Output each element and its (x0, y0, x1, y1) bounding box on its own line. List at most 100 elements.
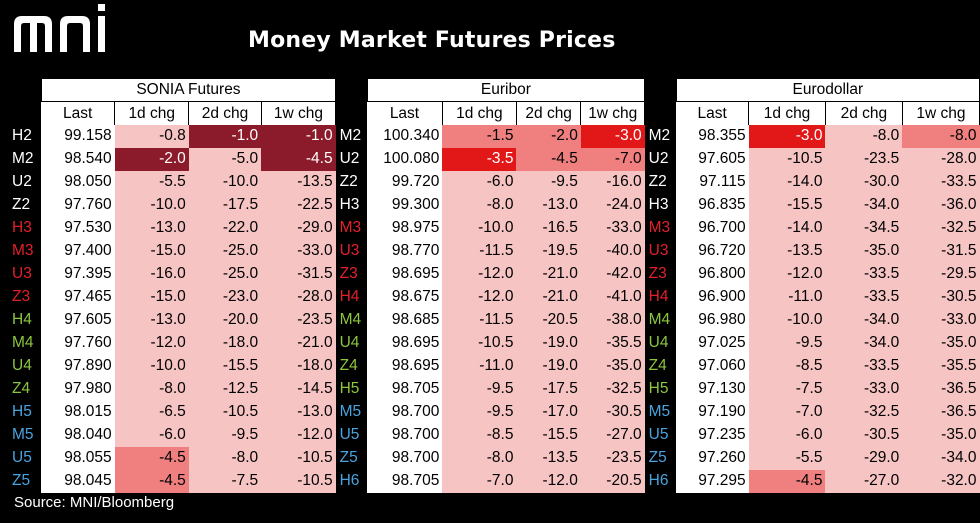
contract-label-eurodollar: U4 (648, 334, 669, 352)
change-cell-eurodollar: -12.0 (748, 262, 826, 286)
change-cell-eurodollar: -29.0 (825, 446, 903, 470)
column-header-euribor-2: 2d chg (516, 101, 582, 125)
change-cell-eurodollar: -33.5 (825, 354, 903, 378)
change-cell-eurodollar: -34.5 (825, 216, 903, 240)
last-price-sonia: 97.890 (41, 354, 115, 378)
change-cell-eurodollar: -35.0 (902, 423, 980, 447)
last-price-sonia: 98.015 (41, 400, 115, 424)
change-cell-eurodollar: -4.5 (748, 469, 826, 493)
header-spacer (644, 101, 677, 125)
change-cell-euribor: -17.5 (516, 377, 581, 401)
change-cell-euribor: -12.0 (516, 469, 581, 493)
change-cell-sonia: -5.0 (188, 147, 262, 171)
change-cell-eurodollar: -34.0 (902, 446, 980, 470)
change-cell-sonia: -5.5 (114, 170, 189, 194)
change-cell-euribor: -3.0 (580, 124, 645, 148)
change-cell-euribor: -7.0 (442, 469, 517, 493)
last-price-eurodollar: 96.720 (676, 239, 749, 263)
last-price-eurodollar: 97.260 (676, 446, 749, 470)
table-row: H4 97.605 -13.0 -20.0 -23.5 M4 98.685 -11.5 -20.… (8, 308, 980, 332)
contract-label-sonia: U3 (12, 265, 32, 283)
table-row: M5 98.040 -6.0 -9.5 -12.0 U5 98.700 -8.5 -15.5 -2… (8, 423, 980, 447)
change-cell-eurodollar: -33.5 (825, 262, 903, 286)
last-price-euribor: 99.720 (367, 170, 443, 194)
contract-label-sonia: H4 (12, 311, 32, 329)
last-price-euribor: 98.700 (367, 423, 443, 447)
table-row: M2 98.540 -2.0 -5.0 -4.5 U2 100.080 -3.5 -4.5 -7.… (8, 147, 980, 171)
column-header-euribor-3: 1w chg (580, 101, 646, 125)
contract-label-euribor: U5 (339, 426, 360, 444)
contract-label-sonia: U4 (12, 357, 32, 375)
change-cell-eurodollar: -30.5 (902, 285, 980, 309)
last-price-sonia: 98.040 (41, 423, 115, 447)
last-price-euribor: 99.300 (367, 193, 443, 217)
table-row: Z4 97.980 -8.0 -12.5 -14.5 H5 98.705 -9.5 -17.5-… (8, 377, 980, 401)
column-header-sonia-3: 1w chg (261, 101, 337, 125)
change-cell-eurodollar: -5.5 (748, 446, 826, 470)
last-price-sonia: 97.395 (41, 262, 115, 286)
change-cell-euribor: -27.0 (580, 423, 645, 447)
group-header-euribor: Euribor (366, 78, 646, 102)
change-cell-eurodollar: -36.0 (902, 193, 980, 217)
last-price-eurodollar: 98.355 (676, 124, 749, 148)
page-title: Money Market Futures Prices (248, 28, 616, 53)
contract-label-euribor: Z5 (339, 449, 358, 467)
change-cell-euribor: -8.5 (442, 423, 517, 447)
change-cell-eurodollar: -32.5 (825, 400, 903, 424)
change-cell-eurodollar: -8.0 (902, 124, 980, 148)
contract-label-sonia: U2 (12, 173, 32, 191)
change-cell-euribor: -38.0 (580, 308, 645, 332)
table-row: H5 98.015 -6.5 -10.5 -13.0 M5 98.700 -9.5 -17.0-… (8, 400, 980, 424)
change-cell-sonia: -10.0 (114, 193, 189, 217)
change-cell-sonia: -18.0 (188, 331, 262, 355)
contract-label-euribor: H6 (339, 472, 360, 490)
last-price-eurodollar: 97.130 (676, 377, 749, 401)
mni-logo (14, 4, 105, 52)
change-cell-eurodollar: -23.5 (825, 147, 903, 171)
change-cell-sonia: -0.8 (114, 124, 189, 148)
table-row: U2 98.050 -5.5 -10.0 -13.5 Z2 99.720 -6.0 -9.5 -1… (8, 170, 980, 194)
contract-label-eurodollar: M5 (648, 403, 671, 421)
change-cell-eurodollar: -30.5 (825, 423, 903, 447)
last-price-euribor: 98.705 (367, 377, 443, 401)
change-cell-eurodollar: -31.5 (902, 239, 980, 263)
group-header-sonia: SONIA Futures (40, 78, 337, 102)
column-header-eurodollar-3: 1w chg (902, 101, 980, 125)
contract-label-euribor: Z3 (339, 265, 358, 283)
change-cell-euribor: -16.5 (516, 216, 581, 240)
last-price-euribor: 98.695 (367, 262, 443, 286)
header-spacer (644, 78, 677, 102)
contract-label-euribor: U4 (339, 334, 360, 352)
change-cell-eurodollar: -35.0 (902, 331, 980, 355)
last-price-euribor: 98.700 (367, 400, 443, 424)
change-cell-euribor: -24.0 (580, 193, 645, 217)
change-cell-sonia: -12.5 (188, 377, 262, 401)
change-cell-sonia: -20.0 (188, 308, 262, 332)
contract-label-sonia: M3 (12, 242, 34, 260)
column-header-euribor-0: Last (367, 101, 443, 125)
last-price-euribor: 100.080 (367, 147, 443, 171)
contract-label-eurodollar: H4 (648, 288, 669, 306)
change-cell-sonia: -9.5 (188, 423, 262, 447)
contract-label-euribor: U2 (339, 150, 360, 168)
change-cell-euribor: -40.0 (580, 239, 645, 263)
change-cell-eurodollar: -29.5 (902, 262, 980, 286)
change-cell-sonia: -13.0 (114, 216, 189, 240)
contract-label-sonia: M2 (12, 150, 34, 168)
column-header-sonia-1: 1d chg (114, 101, 190, 125)
last-price-eurodollar: 97.605 (676, 147, 749, 171)
table-row: Z2 97.760 -10.0 -17.5 -22.5 H3 99.300 -8.0 -13.0… (8, 193, 980, 217)
change-cell-euribor: -21.0 (516, 262, 581, 286)
change-cell-sonia: -25.0 (188, 239, 262, 263)
change-cell-eurodollar: -35.5 (902, 354, 980, 378)
contract-label-euribor: Z4 (339, 357, 358, 375)
change-cell-sonia: -12.0 (261, 423, 336, 447)
column-header-sonia-2: 2d chg (188, 101, 262, 125)
contract-label-euribor: H5 (339, 380, 360, 398)
last-price-eurodollar: 96.800 (676, 262, 749, 286)
change-cell-sonia: -13.0 (261, 400, 336, 424)
last-price-euribor: 98.685 (367, 308, 443, 332)
change-cell-eurodollar: -32.5 (902, 216, 980, 240)
last-price-euribor: 100.340 (367, 124, 443, 148)
change-cell-eurodollar: -35.0 (825, 239, 903, 263)
